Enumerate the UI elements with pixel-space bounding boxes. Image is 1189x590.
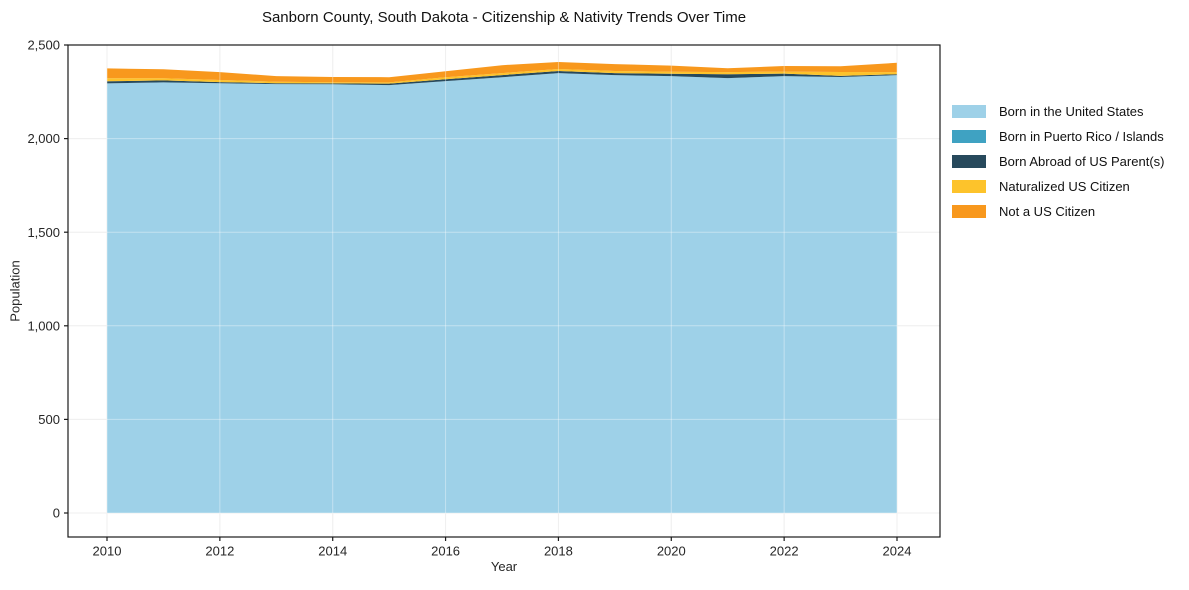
y-axis-title: Population xyxy=(7,260,23,322)
x-tick-label: 2012 xyxy=(205,544,234,559)
chart-title: Sanborn County, South Dakota - Citizensh… xyxy=(261,9,747,26)
legend: Born in the United States Born in Puerto… xyxy=(952,104,1164,229)
legend-swatch-born-in-puerto-rico-islands xyxy=(952,130,986,143)
legend-swatch-born-in-united-states xyxy=(952,105,986,118)
legend-swatch-born-abroad-of-us-parents xyxy=(952,155,986,168)
y-tick-label: 1,500 xyxy=(27,225,60,240)
legend-item-born-in-puerto-rico-islands: Born in Puerto Rico / Islands xyxy=(952,129,1164,144)
x-tick-label: 2010 xyxy=(93,544,122,559)
y-tick-label: 2,500 xyxy=(27,38,60,53)
y-tick-label: 2,000 xyxy=(27,131,60,146)
legend-label-born-abroad-of-us-parents: Born Abroad of US Parent(s) xyxy=(999,154,1165,169)
legend-item-naturalized-us-citizen: Naturalized US Citizen xyxy=(952,179,1164,194)
x-tick-label: 2018 xyxy=(544,544,573,559)
y-tick-label: 0 xyxy=(53,506,60,521)
x-axis-title: Year xyxy=(490,559,518,574)
legend-swatch-not-a-us-citizen xyxy=(952,205,986,218)
x-tick-label: 2022 xyxy=(770,544,799,559)
legend-label-not-a-us-citizen: Not a US Citizen xyxy=(999,204,1096,219)
x-tick-label: 2020 xyxy=(657,544,686,559)
x-tick-label: 2014 xyxy=(318,544,347,559)
y-tick-label: 1,000 xyxy=(27,318,60,333)
legend-item-not-a-us-citizen: Not a US Citizen xyxy=(952,204,1164,219)
y-tick-label: 500 xyxy=(38,412,60,427)
x-tick-label: 2016 xyxy=(431,544,460,559)
x-tick-label: 2024 xyxy=(883,544,912,559)
legend-item-born-abroad-of-us-parents: Born Abroad of US Parent(s) xyxy=(952,154,1164,169)
legend-item-born-in-united-states: Born in the United States xyxy=(952,104,1164,119)
legend-swatch-naturalized-us-citizen xyxy=(952,180,986,193)
legend-label-born-in-puerto-rico-islands: Born in Puerto Rico / Islands xyxy=(999,129,1164,144)
legend-label-naturalized-us-citizen: Naturalized US Citizen xyxy=(999,179,1130,194)
legend-label-born-in-united-states: Born in the United States xyxy=(999,104,1144,119)
